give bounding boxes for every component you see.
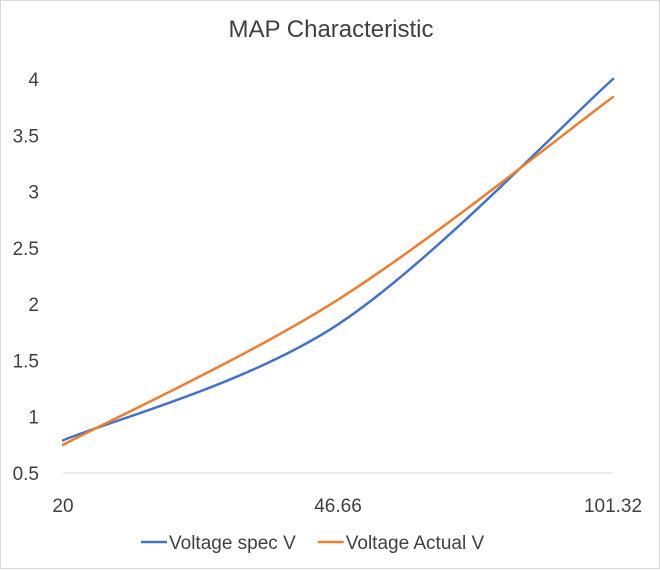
x-tick-label: 46.66: [314, 496, 362, 517]
x-axis: 20 46.66 101.32: [52, 496, 642, 517]
y-tick-label: 1: [28, 408, 39, 429]
y-tick-label: 0.5: [13, 464, 39, 485]
y-tick-label: 2.5: [13, 239, 39, 260]
chart-title: MAP Characteristic: [229, 16, 434, 43]
series-group: [61, 77, 615, 447]
y-tick-label: 3.5: [13, 126, 39, 147]
y-tick-label: 3: [28, 183, 39, 204]
y-tick-label: 4: [28, 70, 39, 91]
x-tick-label: 101.32: [584, 496, 642, 517]
y-tick-label: 2: [28, 295, 39, 316]
series-line-2: [61, 95, 615, 447]
y-tick-label: 1.5: [13, 351, 39, 372]
y-axis: 0.5 1 1.5 2 2.5 3 3.5 4: [13, 70, 40, 485]
legend: Voltage spec V Voltage Actual V: [141, 533, 484, 554]
legend-label-1: Voltage spec V: [169, 533, 296, 554]
series-line-1: [61, 77, 615, 442]
legend-label-2: Voltage Actual V: [346, 533, 485, 554]
x-tick-label: 20: [52, 496, 73, 517]
